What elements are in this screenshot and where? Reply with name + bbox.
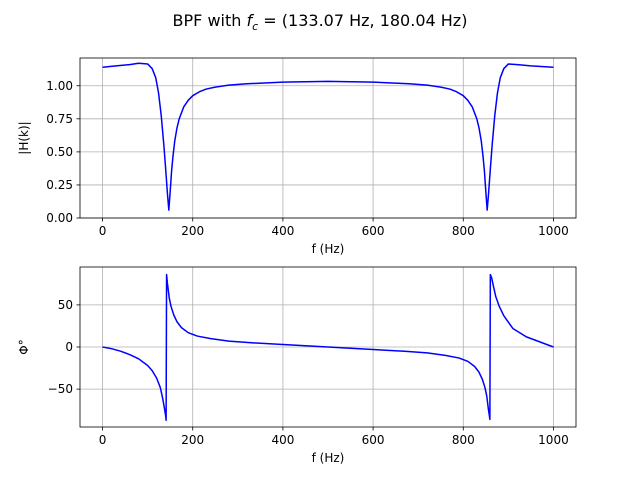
magnitude-series-line-0: [102, 62, 554, 211]
magnitude-axes-frame: [79, 57, 577, 219]
magnitude-xtick-label-0: 0: [99, 224, 107, 238]
phase-ytick-label-1: 0: [65, 340, 73, 354]
phase-ytick-label-0: −50: [48, 382, 73, 396]
title-subscript: c: [252, 20, 258, 33]
phase-ylabel: Φ°: [17, 339, 31, 354]
magnitude-xlabel: f (Hz): [312, 242, 345, 256]
phase-ytick-label-2: 50: [58, 298, 73, 312]
phase-xtick-label-0: 0: [99, 433, 107, 447]
phase-xtick-label-3: 600: [362, 433, 385, 447]
title-prefix: BPF with: [173, 11, 247, 30]
magnitude-xtick-label-2: 400: [271, 224, 294, 238]
phase-series-line-0: [102, 273, 554, 422]
magnitude-xtick-label-5: 1000: [538, 224, 569, 238]
phase-xlabel: f (Hz): [312, 451, 345, 465]
magnitude-ytick-label-4: 1.00: [46, 79, 73, 93]
phase-xtick-label-4: 800: [452, 433, 475, 447]
magnitude-xtick-label-1: 200: [181, 224, 204, 238]
magnitude-ytick-label-2: 0.50: [46, 145, 73, 159]
magnitude-ytick-label-3: 0.75: [46, 112, 73, 126]
magnitude-ytick-label-0: 0.00: [46, 211, 73, 225]
magnitude-xtick-label-4: 800: [452, 224, 475, 238]
magnitude-plot: 0 200 400 600 800 1000 0.00 0.25 0.50 0.75 1.00 f (…: [17, 57, 577, 256]
magnitude-ylabel: |H(k)|: [17, 121, 31, 154]
figure-title: BPF with fc = (133.07 Hz, 180.04 Hz): [173, 11, 468, 33]
phase-xtick-label-5: 1000: [538, 433, 569, 447]
title-f: f: [247, 11, 255, 30]
magnitude-ytick-label-1: 0.25: [46, 178, 73, 192]
magnitude-xtick-label-3: 600: [362, 224, 385, 238]
phase-xtick-label-2: 400: [271, 433, 294, 447]
title-rest: = (133.07 Hz, 180.04 Hz): [258, 11, 467, 30]
phase-xtick-label-1: 200: [181, 433, 204, 447]
phase-plot: 0 200 400 600 800 1000 −50 0 50 f (Hz) Φ°: [17, 266, 577, 465]
